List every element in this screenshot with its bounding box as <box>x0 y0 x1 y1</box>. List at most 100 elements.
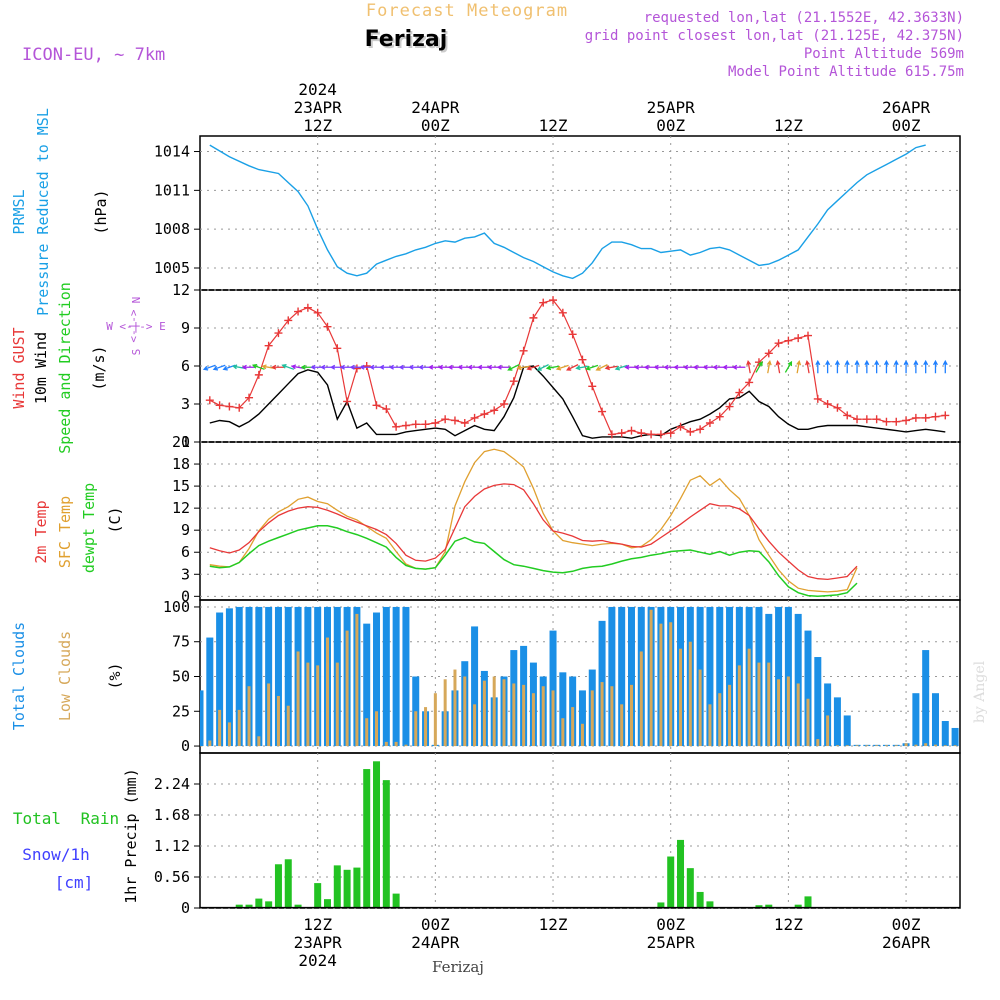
pressure-label-msl: Pressure Reduced to MSL <box>34 108 52 316</box>
bottom-time-label: 2024 <box>298 951 337 970</box>
rain-bar <box>333 865 341 908</box>
bottom-time-label: 00Z <box>656 915 685 934</box>
total-cloud-bar <box>941 721 949 747</box>
rain-bar <box>686 868 694 908</box>
bottom-time-label: 00Z <box>892 915 921 934</box>
wind-direction-arrow <box>585 364 599 371</box>
grid-point-coordinates: grid point closest lon,lat (21.125E, 42.… <box>585 28 964 44</box>
cloud-unit: (%) <box>106 662 124 689</box>
rain-bar <box>314 883 322 908</box>
low-cloud-bar <box>561 718 565 747</box>
low-cloud-bar <box>708 704 712 747</box>
wind-gust-marker <box>245 393 254 402</box>
compass-south: S <box>130 349 143 356</box>
snow-label: Snow/1h <box>22 845 89 864</box>
point-altitude: Point Altitude 569m <box>804 46 964 62</box>
low-cloud-bar <box>267 683 271 747</box>
total-cloud-bar <box>951 727 959 747</box>
low-cloud-bar <box>600 682 604 747</box>
low-cloud-bar <box>218 709 222 747</box>
top-time-label: 00Z <box>892 116 921 135</box>
total-cloud-bar <box>206 637 214 747</box>
low-cloud-bar <box>541 686 545 747</box>
wind-unit: (m/s) <box>90 345 108 390</box>
low-cloud-bar <box>826 715 830 747</box>
wind-gust-marker <box>617 429 626 438</box>
low-cloud-bar <box>816 739 820 747</box>
wind-gust-marker <box>892 417 901 426</box>
wind-gust-marker <box>882 417 891 426</box>
y-tick-label: 0 <box>181 433 190 451</box>
low-cloud-bar <box>728 684 732 747</box>
wind-gust-marker <box>853 415 862 424</box>
footer-location: Ferizaj <box>432 958 484 976</box>
y-tick-label: 12 <box>172 281 190 299</box>
pressure-unit: (hPa) <box>92 189 110 234</box>
top-time-label: 00Z <box>656 116 685 135</box>
wind-gust-marker <box>254 370 263 379</box>
wind-gust-marker <box>470 413 479 422</box>
top-time-label: 24APR <box>411 98 460 117</box>
wind-direction-arrow <box>507 364 520 371</box>
wind-direction-arrow <box>854 359 860 374</box>
wind-gust-marker <box>235 403 244 412</box>
total-cloud-bar <box>618 606 626 747</box>
low-cloud-bar <box>482 680 486 747</box>
bottom-time-label: 00Z <box>421 915 450 934</box>
wind-gust-marker <box>294 307 303 316</box>
wind-gust-marker <box>323 322 332 331</box>
low-cloud-bar <box>620 704 624 747</box>
low-cloud-bar <box>718 693 722 747</box>
precip-panel-labels: Total Rain Snow/1h [cm] 1hr Precip (mm) <box>13 768 140 903</box>
wind-direction-arrow <box>241 364 256 370</box>
total-cloud-bar <box>235 606 243 747</box>
total-cloud-bar <box>284 606 292 747</box>
low-cloud-bar <box>424 707 428 747</box>
rain-bar <box>794 904 802 908</box>
total-rain-label: Total Rain <box>13 809 119 828</box>
low-cloud-bar <box>237 709 241 747</box>
wind-gust-marker <box>804 331 812 340</box>
wind-gust-marker <box>549 296 558 305</box>
total-cloud-bar <box>726 606 734 747</box>
low-cloud-bar <box>688 641 692 747</box>
total-cloud-bar <box>265 606 273 747</box>
rain-bar <box>765 904 773 908</box>
low-cloud-bar <box>777 679 781 747</box>
low-cloud-bar <box>865 745 869 747</box>
low-cloud-bar <box>914 744 918 747</box>
rain-bar <box>265 901 273 908</box>
top-time-label: 25APR <box>647 98 696 117</box>
y-tick-label: 15 <box>172 477 190 495</box>
wind-direction-arrow <box>755 360 763 373</box>
low-cloud-bar <box>286 705 290 747</box>
rain-bar <box>373 761 381 908</box>
wind-gust-marker <box>401 421 410 430</box>
wind-gust-marker <box>372 401 381 410</box>
total-cloud-bar <box>392 606 400 747</box>
wind-gust-marker <box>735 388 744 397</box>
y-tick-label: 1014 <box>154 143 190 161</box>
total-cloud-bar <box>245 606 253 747</box>
rain-bar <box>294 904 302 908</box>
total-cloud-bar <box>216 612 224 747</box>
wind-direction-arrow <box>566 364 579 371</box>
wind-gust-marker <box>823 400 832 408</box>
y-tick-label: 9 <box>181 319 190 337</box>
wind-gust-marker <box>784 336 793 345</box>
wind-gust-marker <box>490 406 499 415</box>
total-cloud-bar <box>824 683 832 747</box>
low-cloud-bar <box>610 686 614 747</box>
top-time-label: 12Z <box>774 116 803 135</box>
low-cloud-bar <box>453 669 457 747</box>
bottom-time-label: 23APR <box>294 933 343 952</box>
wind-gust-line <box>209 299 946 436</box>
total-cloud-bar <box>922 650 930 747</box>
low-cloud-bar <box>659 623 663 747</box>
wind-gust-marker <box>509 377 518 386</box>
rain-bar <box>755 905 763 908</box>
wind-direction-arrow <box>202 364 216 371</box>
y-tick-label: 0 <box>181 587 190 605</box>
wind-gust-marker <box>460 419 469 427</box>
rain-bar <box>667 856 675 908</box>
